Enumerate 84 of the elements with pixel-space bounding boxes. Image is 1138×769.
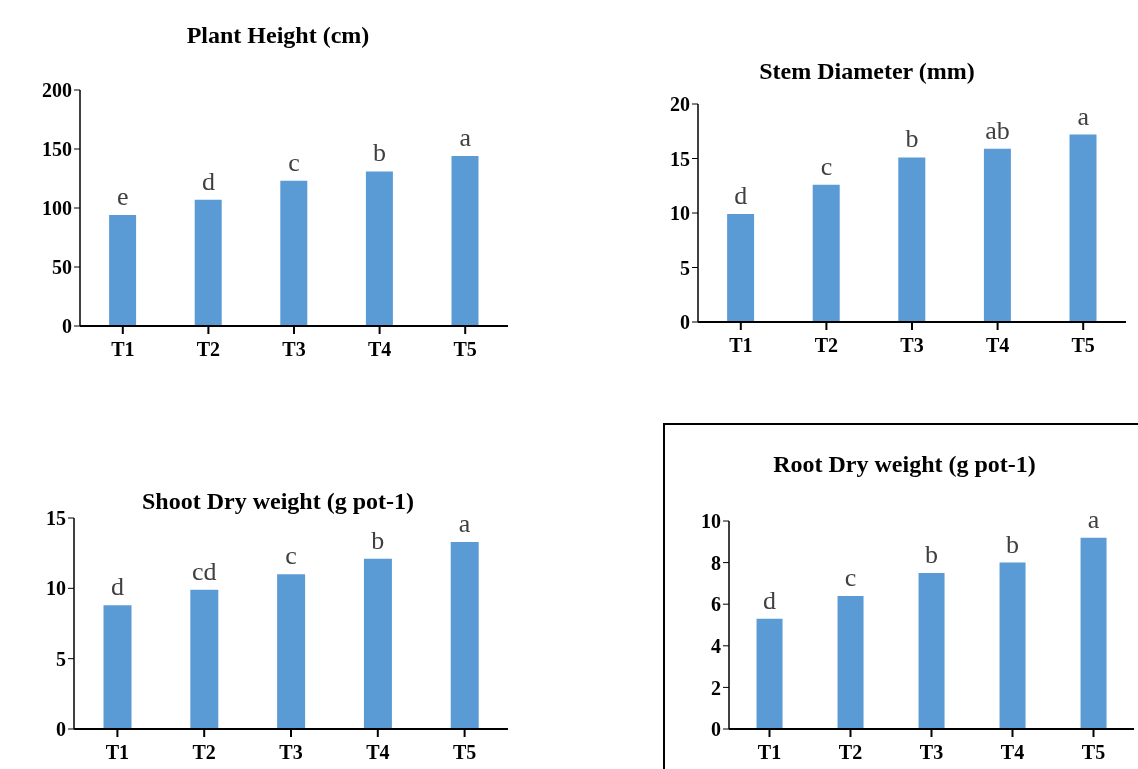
bar xyxy=(918,573,945,729)
bar xyxy=(194,199,222,326)
bar xyxy=(1069,134,1097,322)
bar xyxy=(983,148,1011,322)
annotation: a xyxy=(458,508,471,538)
chart-title: Plant Height (cm) xyxy=(185,22,371,49)
y-tick-label: 10 xyxy=(670,202,690,225)
y-tick-label: 15 xyxy=(670,147,690,170)
annotation: b xyxy=(373,138,387,168)
annotation: b xyxy=(1006,529,1019,559)
bar xyxy=(365,171,393,326)
x-tick-label: T4 xyxy=(1000,741,1025,764)
annotation: c xyxy=(285,541,297,571)
bar xyxy=(1080,537,1107,729)
annotation: a xyxy=(1077,101,1090,131)
y-tick-label: 20 xyxy=(670,93,690,116)
x-tick-label: T5 xyxy=(1071,334,1095,357)
y-tick-label: 0 xyxy=(56,718,66,741)
x-tick-label: T5 xyxy=(452,741,477,764)
bar xyxy=(109,215,137,326)
y-tick-label: 0 xyxy=(62,315,72,338)
bar xyxy=(277,574,306,729)
annotation: d xyxy=(763,585,776,615)
bar xyxy=(812,184,840,322)
y-tick-label: 100 xyxy=(42,197,72,220)
y-tick-label: 8 xyxy=(711,551,721,574)
bar xyxy=(727,214,755,322)
x-tick-label: T2 xyxy=(814,334,839,357)
x-tick-label: T5 xyxy=(1081,741,1106,764)
x-tick-label: T2 xyxy=(192,741,216,764)
annotation: ab xyxy=(985,115,1010,145)
y-tick-label: 6 xyxy=(711,593,721,616)
x-tick-label: T3 xyxy=(282,338,306,361)
bar xyxy=(999,562,1026,729)
bar xyxy=(898,157,926,322)
x-tick-label: T4 xyxy=(367,338,392,361)
annotation: d xyxy=(201,166,215,196)
y-tick-label: 10 xyxy=(701,510,721,533)
x-tick-label: T4 xyxy=(366,741,390,764)
annotation: cd xyxy=(191,556,217,586)
x-tick-label: T1 xyxy=(111,338,135,361)
bar xyxy=(363,558,392,729)
x-tick-label: T1 xyxy=(729,334,753,357)
y-tick-label: 2 xyxy=(711,676,721,699)
y-tick-label: 0 xyxy=(680,311,690,334)
chart-title: Root Dry weight (g pot-1) xyxy=(772,451,1037,478)
bar xyxy=(756,618,783,729)
annotation: c xyxy=(820,151,833,181)
x-tick-label: T2 xyxy=(838,741,863,764)
bar xyxy=(837,595,864,729)
annotation: e xyxy=(117,182,129,212)
x-tick-label: T2 xyxy=(196,338,221,361)
annotation: d xyxy=(734,181,748,211)
annotation: d xyxy=(110,572,124,602)
chart-title: Stem Diameter (mm) xyxy=(758,58,976,85)
annotation: c xyxy=(844,562,857,592)
y-tick-label: 15 xyxy=(46,507,66,530)
y-tick-label: 50 xyxy=(52,256,72,279)
annotation: b xyxy=(905,124,919,154)
x-tick-label: T3 xyxy=(919,741,944,764)
bar xyxy=(280,180,308,326)
x-tick-label: T1 xyxy=(105,741,130,764)
y-tick-label: 5 xyxy=(680,256,690,279)
bar xyxy=(450,541,479,729)
bar xyxy=(451,156,479,326)
y-tick-label: 10 xyxy=(46,577,66,600)
annotation: a xyxy=(1087,504,1100,534)
x-tick-label: T1 xyxy=(757,741,782,764)
y-tick-label: 0 xyxy=(711,718,721,741)
y-tick-label: 5 xyxy=(56,647,66,670)
chart-title: Shoot Dry weight (g pot-1) xyxy=(142,488,414,514)
annotation: a xyxy=(459,123,472,153)
annotation: b xyxy=(925,540,938,569)
x-tick-label: T4 xyxy=(985,334,1010,357)
y-tick-label: 200 xyxy=(42,79,72,102)
bar xyxy=(190,589,219,729)
annotation: b xyxy=(371,525,385,555)
y-tick-label: 150 xyxy=(42,138,72,161)
y-tick-label: 4 xyxy=(711,634,721,657)
bar xyxy=(103,605,132,729)
x-tick-label: T3 xyxy=(900,334,924,357)
x-tick-label: T3 xyxy=(279,741,303,764)
annotation: c xyxy=(288,147,300,177)
x-tick-label: T5 xyxy=(453,338,477,361)
